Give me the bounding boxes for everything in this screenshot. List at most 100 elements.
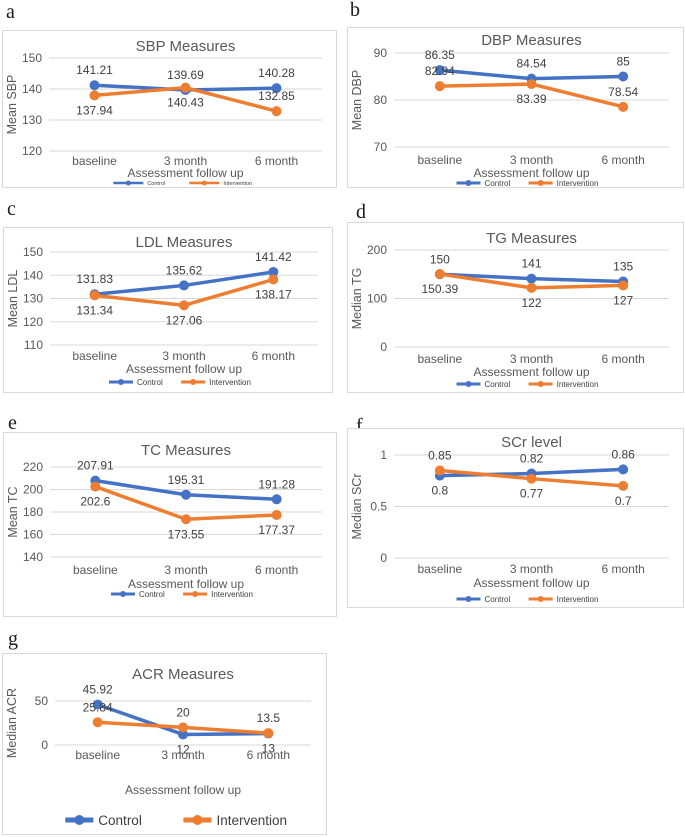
data-point (271, 509, 282, 520)
data-label: 82.94 (425, 64, 455, 78)
x-axis-title: Assessment follow up (125, 783, 241, 797)
x-axis-title: Assessment follow up (126, 362, 242, 376)
data-point (90, 481, 101, 492)
data-point (271, 494, 282, 505)
data-point (179, 300, 189, 311)
data-label: 0.7 (615, 494, 632, 508)
data-label: 177.37 (258, 523, 295, 537)
data-label: 83.39 (516, 92, 546, 106)
y-tick-label: 160 (23, 528, 43, 542)
legend: Control Intervention (456, 380, 598, 389)
data-label: 127.06 (166, 313, 203, 327)
legend-marker (117, 379, 124, 385)
chart-box: 140 160 180 200 220 TC Measures Mean TC 207.91 1… (3, 432, 337, 617)
data-label: 0.85 (428, 448, 452, 462)
data-point (181, 489, 191, 500)
y-tick-label: 140 (22, 82, 42, 96)
x-tick-label: baseline (72, 349, 117, 363)
chart-svg: 70 80 90 DBP Measures Mean DBP 86.35 84.54 85 82… (350, 32, 669, 187)
data-label: 150 (430, 252, 450, 266)
data-point (526, 473, 537, 484)
legend-marker (465, 381, 472, 387)
chart-svg: 120 130 140 150 SBP Measures Mean SBP 141.21 13… (5, 38, 322, 187)
x-tick-label: baseline (417, 562, 462, 576)
data-point (178, 722, 188, 733)
data-point (92, 699, 103, 710)
y-tick-label: 0 (380, 551, 387, 565)
chart-title: TG Measures (486, 230, 577, 247)
legend-label: Intervention (216, 813, 287, 828)
x-tick-label: baseline (73, 563, 118, 577)
chart-box: 70 80 90 DBP Measures Mean DBP 86.35 84.54 85 82… (347, 27, 684, 188)
legend-label: Intervention (557, 380, 599, 389)
data-point (434, 269, 445, 280)
data-point (92, 717, 103, 728)
data-label: 137.94 (76, 103, 113, 117)
data-label: 140.43 (167, 96, 204, 110)
y-tick-label: 200 (23, 483, 43, 497)
y-axis-label: Mean TC (6, 486, 20, 537)
data-point (89, 290, 100, 301)
chart-box: 110 120 130 140 150 LDL Measures Mean LDL 131.8… (3, 227, 333, 393)
data-point (618, 464, 629, 475)
legend-label: Control (484, 595, 510, 604)
legend-label: Control (484, 179, 510, 187)
data-point (434, 81, 445, 92)
x-tick-label: 6 month (255, 154, 298, 168)
panel-letter: g (8, 628, 18, 650)
chart-title: ACR Measures (132, 666, 234, 683)
data-label: 135.62 (166, 263, 203, 277)
chart-box: 0 50 ACR Measures Median ACR 45.92 12 13 25.84 2… (2, 653, 327, 835)
y-tick-label: 90 (374, 46, 388, 60)
y-tick-label: 1 (380, 448, 387, 462)
data-point (271, 106, 282, 117)
y-tick-label: 70 (374, 140, 388, 154)
data-label: 207.91 (77, 459, 114, 473)
data-label: 138.17 (255, 288, 292, 302)
y-tick-label: 80 (374, 93, 388, 107)
data-label: 141.42 (255, 250, 292, 264)
legend-label: Control (484, 380, 510, 389)
data-point (180, 82, 191, 93)
legend-label: Control (139, 590, 165, 599)
chart-svg: 140 160 180 200 220 TC Measures Mean TC 207.91 1… (6, 442, 322, 599)
legend-label: Intervention (557, 179, 599, 187)
x-tick-label: 3 month (510, 562, 553, 576)
data-point (526, 282, 537, 293)
legend-marker (537, 381, 544, 387)
legend-label: Control (147, 181, 165, 187)
y-axis-label: Median TG (350, 268, 364, 330)
legend-marker (190, 379, 197, 385)
y-tick-label: 110 (24, 338, 43, 352)
legend-marker (192, 591, 199, 597)
data-point (89, 80, 100, 91)
data-point (526, 79, 537, 90)
y-axis-label: Median ACR (5, 688, 19, 758)
x-tick-label: 6 month (601, 562, 644, 576)
data-point (618, 71, 629, 82)
x-tick-label: 6 month (252, 349, 295, 363)
data-label: 84.54 (516, 57, 546, 71)
legend-marker (465, 596, 472, 602)
data-point (271, 83, 282, 94)
y-tick-label: 140 (23, 550, 43, 564)
x-axis-title: Assessment follow up (128, 577, 244, 591)
x-tick-label: baseline (417, 352, 462, 366)
x-axis-title: Assessment follow up (473, 166, 589, 180)
data-label: 12 (176, 742, 190, 756)
y-tick-label: 50 (35, 694, 49, 708)
data-label: 139.69 (167, 68, 204, 82)
x-tick-label: 3 month (164, 563, 207, 577)
data-label: 0.77 (520, 487, 544, 501)
data-label: 132.85 (258, 89, 295, 103)
chart-title: SBP Measures (136, 38, 236, 55)
y-tick-label: 0 (41, 738, 48, 752)
x-axis-title: Assessment follow up (473, 576, 589, 590)
chart-title: TC Measures (141, 442, 231, 459)
chart-svg: 110 120 130 140 150 LDL Measures Mean LDL 131.8… (6, 234, 318, 387)
data-label: 86.35 (425, 48, 455, 62)
data-point (618, 280, 629, 291)
legend-label: Intervention (557, 595, 599, 604)
y-axis-label: Mean LDL (6, 270, 20, 328)
data-point (434, 65, 445, 76)
